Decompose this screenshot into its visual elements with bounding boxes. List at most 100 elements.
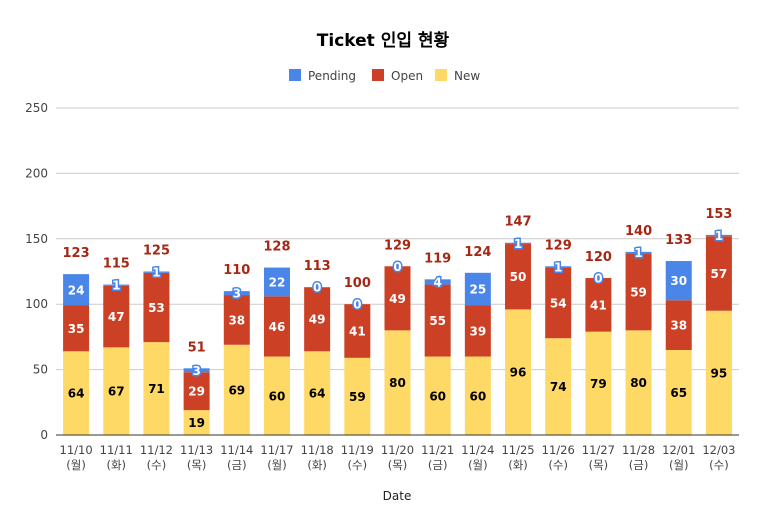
data-label-new: 60	[269, 389, 286, 403]
data-label-new: 95	[711, 366, 728, 380]
data-label-open: 29	[188, 385, 205, 399]
data-label-pending: 0	[353, 298, 361, 312]
bar-segment-new	[464, 356, 491, 435]
data-label-open: 46	[269, 320, 286, 334]
data-label-open: 50	[510, 270, 527, 284]
x-tick-label-day: (금)	[428, 458, 448, 472]
total-label: 51	[188, 340, 206, 355]
x-tick-label-date: 12/01	[662, 443, 695, 457]
x-tick-label-date: 11/21	[421, 443, 454, 457]
legend-label-pending: Pending	[308, 69, 356, 83]
data-label-open: 49	[309, 313, 326, 327]
data-label-new: 19	[188, 416, 205, 430]
bar-segment-new	[625, 330, 652, 435]
bar-segment-open	[625, 253, 652, 331]
bar-stack: 80 49 0 129	[384, 238, 411, 435]
data-label-open: 53	[148, 301, 165, 315]
x-tick-label-day: (수)	[709, 458, 729, 472]
bar-segment-new	[183, 410, 210, 435]
data-label-open: 35	[68, 322, 85, 336]
bar-segment-new	[585, 331, 612, 435]
data-label-pending: 0	[393, 260, 401, 274]
y-tick-label: 100	[25, 297, 48, 311]
bar-segment-open	[344, 304, 371, 358]
data-label-pending: 25	[470, 283, 487, 297]
bar-segment-pending	[705, 234, 732, 237]
bars: 6435241236747111571531125192935169383110…	[63, 207, 732, 435]
x-tick-label-date: 11/13	[180, 443, 213, 457]
y-tick-label: 250	[25, 101, 48, 115]
bar-stack: 71 53 1 125	[143, 244, 170, 435]
data-label-new: 96	[510, 366, 527, 380]
bar-segment-open	[424, 284, 451, 357]
total-label: 133	[665, 233, 692, 248]
bar-segment-pending	[63, 274, 90, 306]
bar-stack: 69 38 3 110	[223, 263, 250, 435]
x-tick-label-date: 11/14	[220, 443, 253, 457]
bar-segment-new	[545, 338, 572, 435]
data-label-open: 38	[228, 313, 245, 327]
bar-segment-pending	[263, 267, 290, 297]
x-tick-label-date: 11/24	[461, 443, 494, 457]
data-label-open: 57	[711, 267, 728, 281]
bar-segment-new	[143, 342, 170, 435]
data-label-pending: 1	[554, 260, 562, 274]
total-label: 123	[63, 246, 90, 261]
bar-segment-pending	[143, 271, 170, 273]
data-label-open: 41	[590, 298, 607, 312]
bar-segment-open	[384, 266, 411, 331]
bar-stack: 59 41 0 100	[344, 276, 371, 435]
total-label: 153	[705, 207, 732, 222]
x-tick-label-date: 11/12	[140, 443, 173, 457]
bar-stack: 64 49 0 113	[304, 259, 331, 435]
bar-segment-pending	[424, 279, 451, 285]
data-label-pending: 3	[192, 364, 200, 378]
bar-segment-pending	[103, 284, 130, 286]
data-label-new: 71	[148, 382, 165, 396]
y-tick-label: 0	[40, 428, 48, 442]
data-label-pending: 1	[152, 266, 160, 280]
total-label: 128	[263, 240, 290, 255]
data-label-pending: 0	[313, 281, 321, 295]
data-label-new: 80	[630, 376, 647, 390]
data-label-pending: 0	[594, 272, 602, 286]
x-tick-label-day: (목)	[388, 458, 408, 472]
bar-segment-open	[705, 236, 732, 311]
total-label: 119	[424, 251, 451, 266]
x-tick-label-day: (화)	[508, 458, 528, 472]
bar-segment-new	[263, 356, 290, 435]
legend-swatch-pending	[289, 69, 301, 81]
gridlines	[56, 107, 739, 371]
bar-segment-open	[304, 287, 331, 352]
bar-segment-pending	[625, 251, 652, 254]
legend-swatch-new	[435, 69, 447, 81]
x-tick-label-date: 11/17	[260, 443, 293, 457]
x-tick-label-day: (금)	[227, 458, 247, 472]
bar-segment-new	[223, 344, 250, 435]
bar-segment-new	[505, 309, 532, 435]
bar-segment-new	[63, 351, 90, 435]
x-tick-label-date: 11/20	[381, 443, 414, 457]
data-label-pending: 1	[634, 246, 642, 260]
total-label: 124	[464, 245, 491, 260]
x-tick-label-date: 11/10	[60, 443, 93, 457]
data-label-new: 59	[349, 390, 366, 404]
bar-segment-pending	[223, 291, 250, 296]
x-tick-label-day: (화)	[106, 458, 126, 472]
total-label: 147	[504, 215, 531, 230]
x-tick-label-date: 11/11	[100, 443, 133, 457]
bar-segment-pending	[183, 368, 210, 373]
total-label: 100	[344, 276, 371, 291]
bar-segment-new	[304, 351, 331, 435]
total-label: 129	[384, 238, 411, 253]
total-label: 110	[223, 263, 250, 278]
legend-label-open: Open	[391, 69, 423, 83]
total-label: 129	[545, 238, 572, 253]
data-label-pending: 22	[269, 275, 286, 289]
x-tick-label-day: (월)	[669, 458, 689, 472]
bar-stack: 96 50 1 147	[504, 215, 532, 435]
data-label-open: 38	[670, 319, 687, 333]
data-label-pending: 1	[112, 279, 120, 293]
